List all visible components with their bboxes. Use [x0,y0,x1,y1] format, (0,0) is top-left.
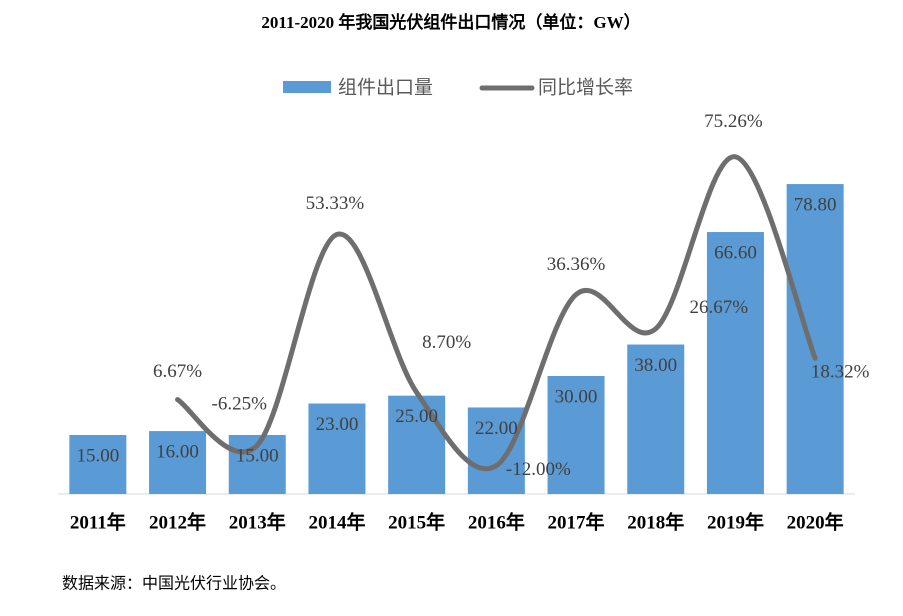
data-label: 66.60 [714,242,757,263]
data-label: 36.36% [547,254,606,275]
source-note: 数据来源：中国光伏行业协会。 [62,575,286,593]
data-label: 18.32% [811,362,870,383]
data-label: 30.00 [555,386,598,407]
data-label: 75.26% [704,111,763,132]
data-label: 16.00 [156,441,199,462]
bar [786,184,844,494]
bar [149,431,207,494]
x-tick-label: 2013年 [229,510,286,533]
x-tick-label: 2017年 [548,510,605,533]
x-tick-label: 2012年 [149,510,206,533]
bar [467,407,525,494]
x-tick-label: 2015年 [388,510,445,533]
x-tick-label: 2016年 [468,510,525,533]
data-label: 15.00 [76,445,119,466]
chart-title: 2011-2020 年我国光伏组件出口情况（单位：GW） [261,12,640,32]
data-label: 53.33% [306,193,365,214]
data-label: -6.25% [212,394,268,415]
data-label: 22.00 [475,418,518,439]
data-label: 78.80 [794,194,837,215]
bar [69,435,127,494]
data-label: 23.00 [316,414,359,435]
data-label: 26.67% [689,297,748,318]
bar [547,376,605,494]
data-label: 8.70% [422,332,471,353]
x-tick-label: 2020年 [787,510,844,533]
data-label: 25.00 [395,406,438,427]
bar [627,344,685,494]
data-label: -12.00% [506,459,571,480]
legend-swatch [283,81,331,93]
line [175,154,818,472]
x-tick-label: 2014年 [308,510,365,533]
data-label: 15.00 [236,445,279,466]
data-label: 38.00 [634,355,677,376]
x-tick-label: 2018年 [627,510,684,533]
bar [706,232,764,495]
data-label: 6.67% [153,361,202,382]
bar [308,403,366,494]
legend-label: 组件出口量 [338,77,433,99]
legend-label: 同比增长率 [538,77,633,99]
x-tick-label: 2019年 [707,510,764,533]
x-tick-label: 2011年 [70,510,126,533]
bar [388,395,446,494]
